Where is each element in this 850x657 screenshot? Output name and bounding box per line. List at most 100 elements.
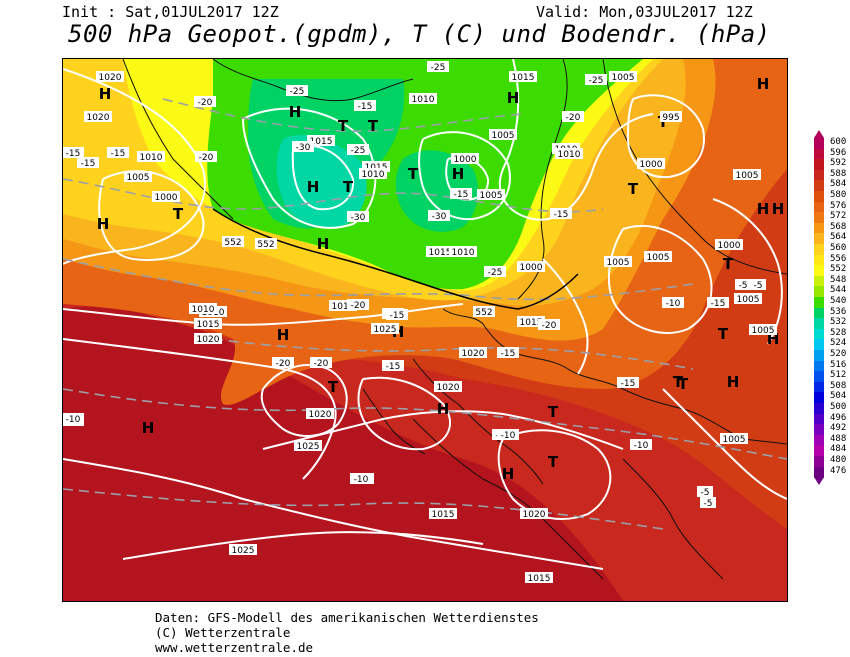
isotherm-label-text: -15: [81, 159, 96, 169]
isobar-label-bg: [429, 508, 457, 519]
isobar-label-bg: [194, 318, 222, 329]
isobar-label: 1010: [449, 246, 477, 258]
legend-swatch: [814, 392, 824, 404]
legend-swatch: [814, 233, 824, 245]
legend-swatch: [814, 339, 824, 351]
isobar-label-text: 1020: [437, 383, 460, 393]
legend-label: 528: [830, 327, 847, 338]
isobar-label-text: 1020: [87, 113, 110, 123]
isobar-label-text: 1005: [612, 73, 635, 83]
isotherm-label-text: -25: [351, 146, 366, 156]
isobar-label-bg: [477, 189, 505, 200]
isotherm: [63, 178, 604, 213]
legend-swatch: [814, 403, 824, 415]
isotherm-label: -10: [497, 429, 519, 441]
isobar-label: 1015: [329, 300, 357, 312]
legend-swatch: [814, 222, 824, 234]
isotherm-label: -20: [195, 151, 217, 163]
high-pressure-center: H: [277, 326, 290, 344]
isobar-label: 1000: [152, 191, 180, 203]
isotherm-label-bg: [77, 157, 99, 168]
isobar-label: 1000: [715, 239, 743, 251]
isobar-label-text: 1020: [197, 335, 220, 345]
isotherm-label-bg: [617, 377, 639, 388]
isotherm: [63, 388, 787, 460]
temperature-fill: [395, 150, 479, 232]
legend-label: 516: [830, 359, 847, 370]
legend-label: 520: [830, 349, 847, 359]
high-pressure-center: H: [317, 235, 330, 253]
low-pressure-center: T: [548, 453, 559, 471]
isotherm-label-text: -10: [501, 431, 516, 441]
isobar-label: 1025: [229, 544, 257, 556]
geopotential-contours: [212, 208, 579, 310]
init-time: Init : Sat,01JUL2017 12Z: [62, 3, 279, 21]
low-pressure-center: T: [548, 403, 559, 421]
isobar-label-bg: [152, 191, 180, 202]
isobar-label-bg: [749, 324, 777, 335]
isobar-label-text: 1005: [607, 258, 630, 268]
isobar-label-text: 1005: [647, 253, 670, 263]
isobar-label: 1010: [555, 148, 583, 160]
isobar: [98, 170, 205, 261]
legend-label: 580: [830, 190, 847, 200]
isotherm-label-text: -30: [432, 212, 447, 222]
isotherm-label-bg: [292, 141, 314, 152]
isobar: [291, 144, 355, 211]
isotherm-label-text: -15: [454, 190, 469, 200]
isobar-label-bg: [449, 246, 477, 257]
legend-label: 492: [830, 423, 847, 434]
high-pressure-center: H: [757, 75, 770, 93]
isobar-label-bg: [194, 333, 222, 344]
high-pressure-center: H: [437, 400, 450, 418]
legend-label: 536: [830, 306, 847, 317]
isobar-label: 1010: [189, 303, 217, 315]
isotherm-label-bg: [382, 360, 404, 371]
isotherm-label: -5: [700, 497, 716, 509]
isobar-label-bg: [509, 71, 537, 82]
coastline: [442, 308, 787, 445]
isotherm-label: -25: [484, 266, 506, 278]
isotherm-label-bg: [497, 429, 519, 440]
isobar-label-text: 1015: [512, 73, 535, 83]
isobar-label-bg: [734, 293, 762, 304]
isotherm-label-text: -10: [354, 475, 369, 485]
legend-label: 584: [830, 179, 847, 190]
isotherm-label-text: -5: [701, 488, 710, 498]
low-pressure-center: T: [343, 178, 354, 196]
isobar-label: 1005: [733, 169, 761, 181]
isobar-label: 1015: [509, 71, 537, 83]
isobar-label-bg: [525, 572, 553, 583]
isobar-label-bg: [517, 261, 545, 272]
isotherm-label-bg: [63, 413, 84, 424]
high-pressure-center: H: [289, 103, 302, 121]
isobar-label: 1015: [307, 135, 335, 147]
isobar-label-bg: [644, 251, 672, 262]
isotherm-label-text: -15: [390, 311, 405, 321]
high-pressure-center: H: [772, 200, 785, 218]
isobar-label-text: 1010: [558, 150, 581, 160]
geopotential-label: 552: [255, 238, 277, 250]
isotherm-label-text: -20: [542, 321, 557, 331]
isotherm-label-text: -20: [276, 359, 291, 369]
coastline: [622, 458, 724, 580]
isobar-label: 1005: [124, 171, 152, 183]
isotherm-label-bg: [538, 319, 560, 330]
isobar: [63, 458, 604, 570]
isotherm-label-bg: [350, 473, 372, 484]
legend-swatch: [814, 265, 824, 277]
coastline: [412, 418, 604, 580]
isotherm-label-text: -5: [754, 281, 763, 291]
isobar-label-text: 1020: [309, 410, 332, 420]
isotherm-label: -15: [77, 157, 99, 169]
geopotential-label: 552: [222, 236, 244, 248]
isotherm-label-text: -20: [199, 153, 214, 163]
isotherm-label-text: -15: [358, 102, 373, 112]
isobar-label-text: 1005: [737, 295, 760, 305]
isobar-label-bg: [733, 169, 761, 180]
isobar-label: 1000: [517, 261, 545, 273]
footer-data-source: Daten: GFS-Modell des amerikanischen Wet…: [155, 610, 539, 625]
isotherm-label-text: -15: [621, 379, 636, 389]
legend-swatch: [814, 381, 824, 393]
isotherm-label-bg: [662, 297, 684, 308]
